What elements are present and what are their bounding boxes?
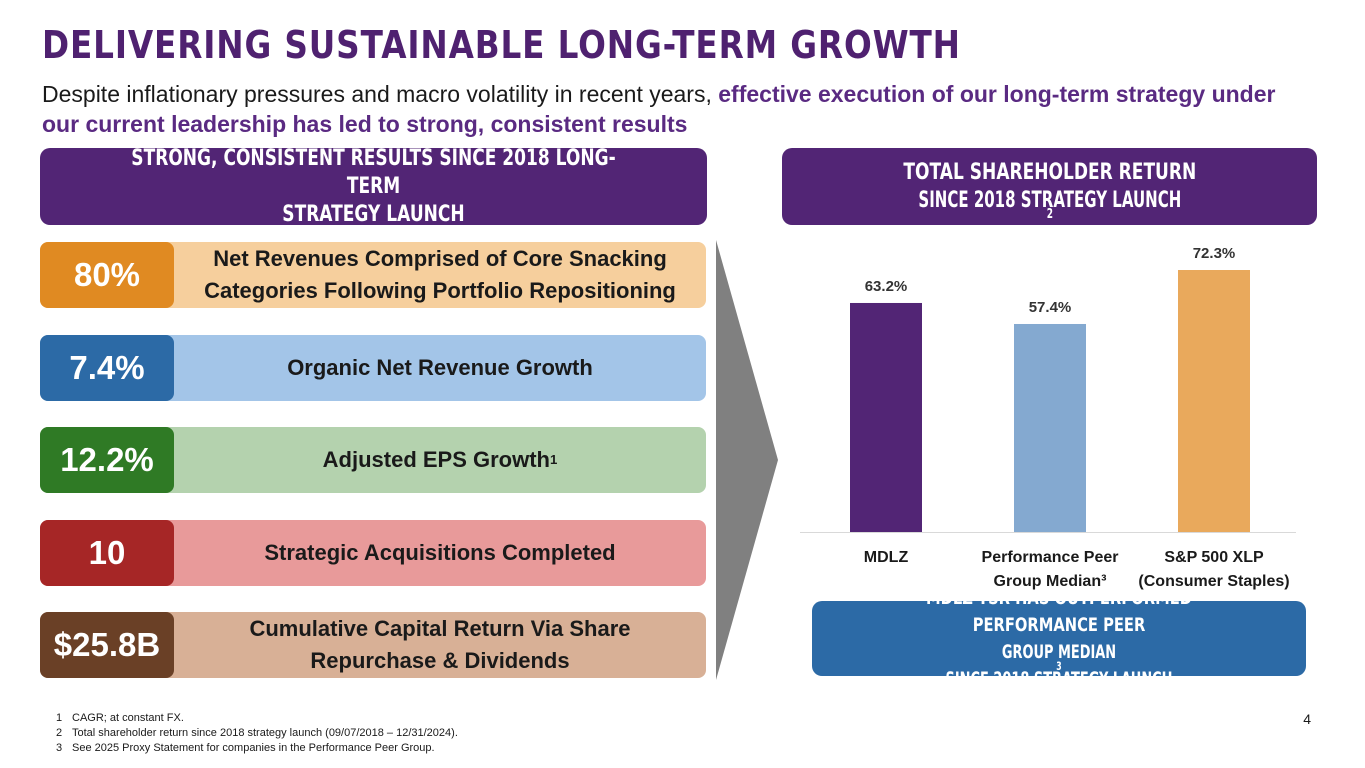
result-label-text: Net Revenues Comprised of Core Snacking … — [204, 246, 676, 303]
tsr-bar-chart: 63.2% MDLZ 57.4% Performance Peer Group Medi… — [800, 245, 1296, 590]
tsr-heading-line2-text: SINCE 2018 STRATEGY LAUNCH — [918, 187, 1181, 213]
bar — [850, 302, 922, 532]
tsr-callout: MDLZ TSR HAS OUTPERFORMED PERFORMANCE PE… — [812, 587, 1306, 690]
tsr-heading-line2: SINCE 2018 STRATEGY LAUNCH 2 — [918, 187, 1181, 222]
result-label: Strategic Acquisitions Completed — [180, 520, 700, 586]
category-label: S&P 500 XLP — [1164, 549, 1264, 566]
footnote-text: See 2025 Proxy Statement for companies i… — [72, 742, 435, 754]
result-label-text: Adjusted EPS Growth — [322, 447, 550, 472]
callout-line2-post: SINCE 2018 STRATEGY LAUNCH — [945, 667, 1173, 690]
subtitle-text: Despite inflationary pressures and macro… — [42, 81, 719, 107]
result-value-badge: 7.4% — [40, 335, 174, 401]
subtitle-highlight: effective execution of our long-term str… — [42, 81, 1276, 137]
result-value-badge: 10 — [40, 520, 174, 586]
footnote-number: 2 — [56, 727, 63, 739]
category-label: Performance Peer — [982, 549, 1119, 566]
result-label: Adjusted EPS Growth 1 — [180, 427, 700, 493]
page-subtitle: Despite inflationary pressures and macro… — [42, 79, 1282, 139]
result-label: Net Revenues Comprised of Core Snacking … — [180, 242, 700, 308]
results-heading-line2: STRATEGY LAUNCH — [282, 201, 465, 227]
result-value-badge: $25.8B — [40, 612, 174, 678]
result-value-badge: 12.2% — [40, 427, 174, 493]
result-row-core-snacking: 80% Net Revenues Comprised of Core Snack… — [40, 242, 706, 308]
footnote: 1 CAGR; at constant FX. — [56, 711, 458, 726]
footnote: 2 Total shareholder return since 2018 str… — [56, 726, 458, 741]
footnote-text: Total shareholder return since 2018 stra… — [72, 727, 458, 739]
result-label-text: Organic Net Revenue Growth — [287, 355, 593, 380]
result-row-organic-growth: 7.4% Organic Net Revenue Growth — [40, 335, 706, 401]
results-panel-heading: STRONG, CONSISTENT RESULTS SINCE 2018 LO… — [40, 145, 707, 227]
data-label: 57.4% — [1029, 299, 1072, 316]
tsr-heading-line1: TOTAL SHAREHOLDER RETURN — [903, 159, 1196, 185]
data-label: 72.3% — [1193, 245, 1236, 262]
result-label-text: Strategic Acquisitions Completed — [264, 540, 616, 565]
tsr-panel-heading: TOTAL SHAREHOLDER RETURN SINCE 2018 STRA… — [782, 148, 1317, 225]
category-label: (Consumer Staples) — [1138, 573, 1289, 590]
footnote-number: 3 — [56, 742, 63, 754]
chevron-right-icon — [716, 240, 778, 680]
result-row-eps-growth: 12.2% Adjusted EPS Growth 1 — [40, 427, 706, 493]
result-label: Cumulative Capital Return Via Share Repu… — [180, 612, 700, 678]
footnote: 3 See 2025 Proxy Statement for companies … — [56, 741, 458, 756]
callout-line1: MDLZ TSR HAS OUTPERFORMED PERFORMANCE PE… — [926, 586, 1192, 636]
bar — [1014, 323, 1086, 532]
arrow-shape — [716, 240, 778, 680]
result-label-text: Cumulative Capital Return Via Share Repu… — [249, 616, 631, 673]
page-number: 4 — [1303, 711, 1311, 727]
result-row-capital-return: $25.8B Cumulative Capital Return Via Sha… — [40, 612, 706, 678]
results-heading-line1: STRONG, CONSISTENT RESULTS SINCE 2018 LO… — [131, 145, 616, 199]
callout-line2: GROUP MEDIAN 3 SINCE 2018 STRATEGY LAUNCH — [868, 639, 1251, 693]
result-label: Organic Net Revenue Growth — [180, 335, 700, 401]
category-label: MDLZ — [864, 549, 909, 566]
result-row-acquisitions: 10 Strategic Acquisitions Completed — [40, 520, 706, 586]
bar — [1178, 270, 1250, 532]
category-label: Group Median³ — [994, 573, 1107, 590]
footnotes: 1 CAGR; at constant FX. 2 Total shareholde… — [56, 711, 458, 756]
footnote-text: CAGR; at constant FX. — [72, 712, 184, 724]
callout-line2-pre: GROUP MEDIAN — [1001, 640, 1117, 663]
data-label: 63.2% — [865, 278, 908, 295]
footnote-number: 1 — [56, 712, 63, 724]
page-title: DELIVERING SUSTAINABLE LONG-TERM GROWTH — [42, 23, 961, 67]
result-value-badge: 80% — [40, 242, 174, 308]
